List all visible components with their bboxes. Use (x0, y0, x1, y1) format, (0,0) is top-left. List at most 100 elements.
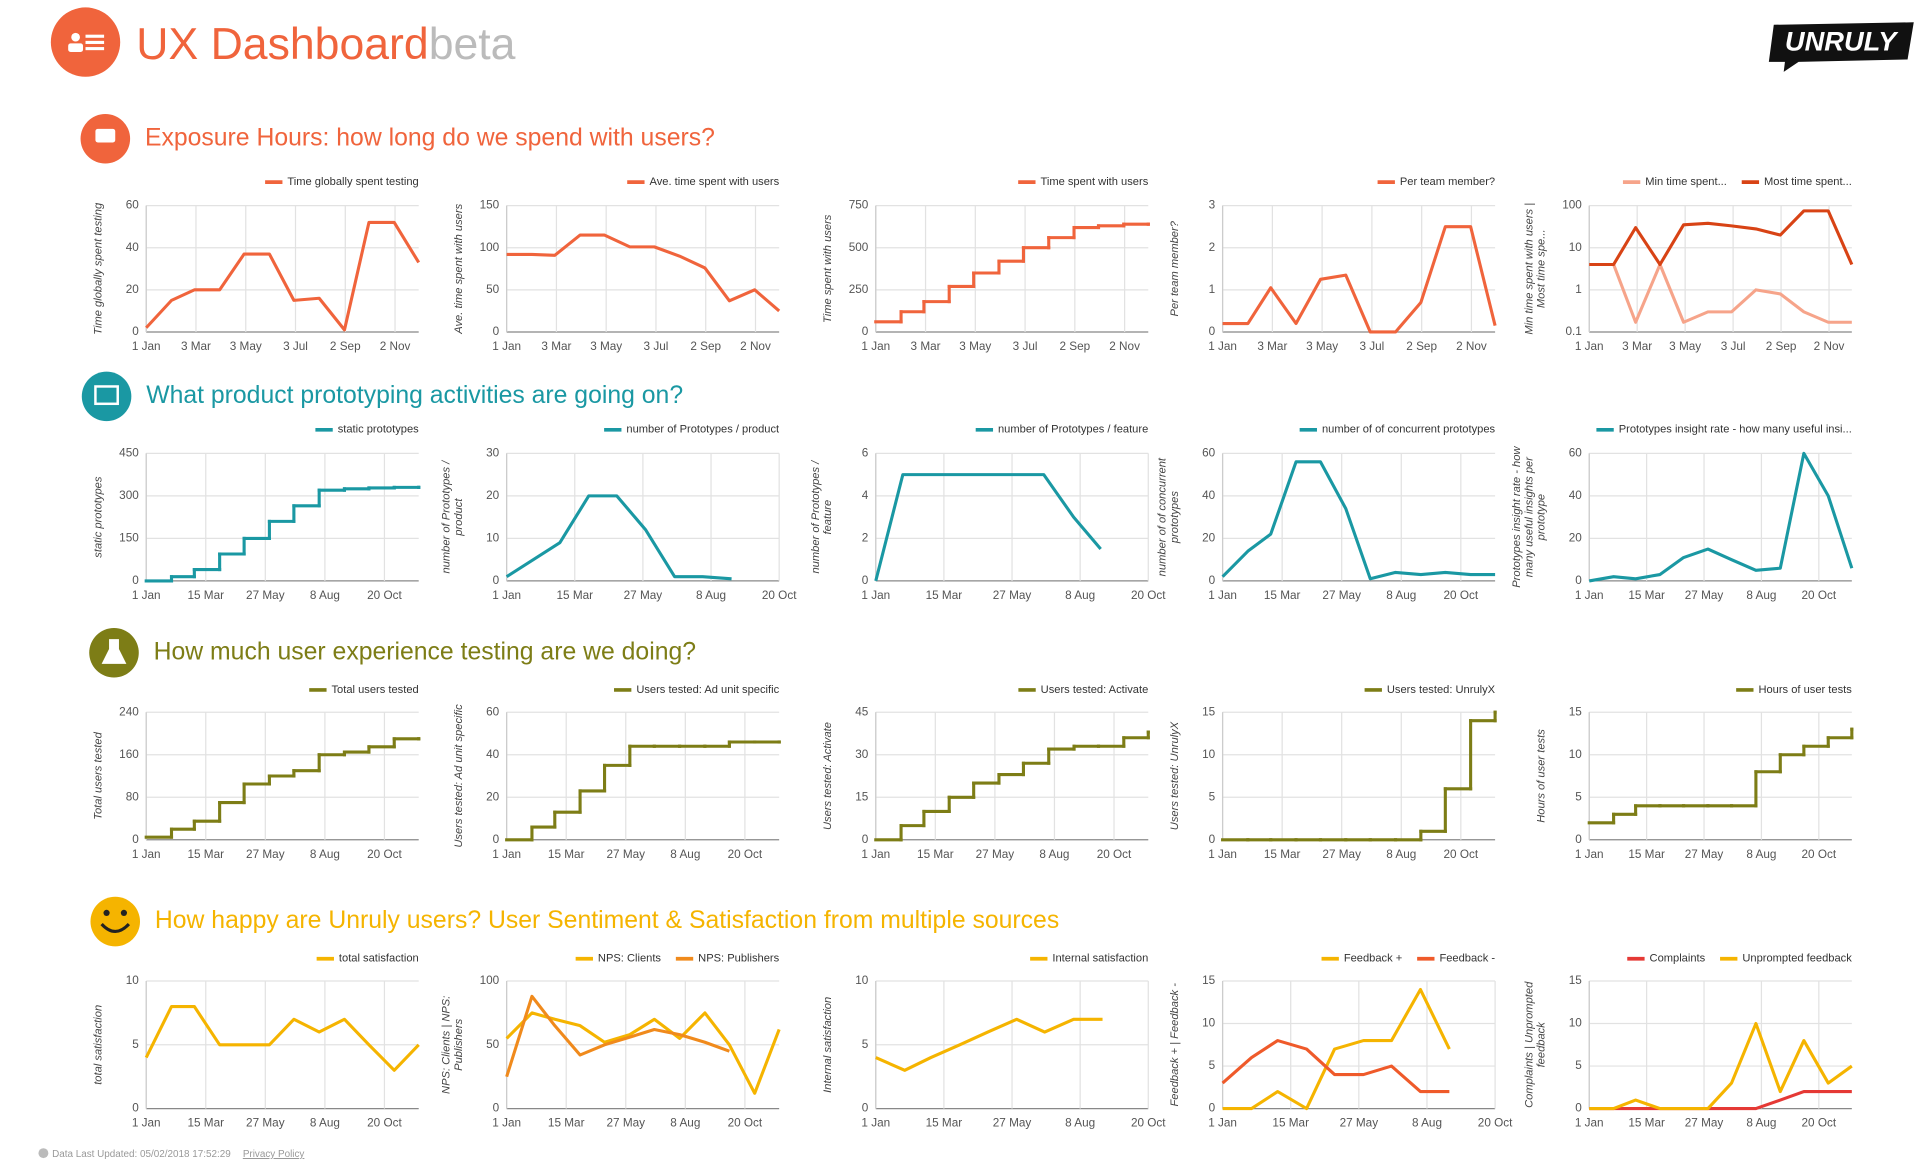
section-icon (81, 371, 132, 422)
icon-shape (95, 128, 116, 143)
y-title-group: Internal satisfaction (821, 996, 834, 1093)
legend-label: static prototypes (338, 424, 419, 436)
x-tick-label: 8 Aug (670, 1117, 700, 1130)
y-title-group: total satisfaction (92, 1005, 104, 1085)
section-title: How much user experience testing are we … (154, 638, 696, 665)
y-tick-label: 0 (862, 833, 869, 846)
x-tick-label: 15 Mar (548, 848, 585, 861)
y-tick-label: 0 (1209, 833, 1216, 846)
x-tick-label: 20 Oct (1444, 848, 1479, 861)
y-tick-label: 5 (132, 1038, 139, 1051)
legend-label: NPS: Clients (598, 953, 661, 965)
x-tick-label: 8 Aug (1386, 589, 1416, 602)
icon-shape (85, 34, 105, 38)
legend-label: Time spent with users (1040, 176, 1148, 188)
legend-label: Feedback + (1344, 953, 1402, 965)
legend-label: total satisfaction (339, 953, 419, 965)
y-title-group: Per team member? (1168, 221, 1180, 316)
privacy-link[interactable]: Privacy Policy (243, 1149, 305, 1160)
y-tick-label: 5 (1575, 790, 1582, 803)
x-tick-label: 3 Mar (911, 340, 941, 353)
x-tick-label: 15 Mar (1628, 848, 1665, 861)
x-tick-label: 3 Mar (1622, 340, 1652, 353)
y-tick-label: 0 (132, 833, 139, 846)
y-tick-label: 40 (126, 241, 140, 254)
y-tick-label: 0 (493, 833, 500, 846)
y-tick-label: 1 (1575, 283, 1582, 296)
y-tick-label: 100 (480, 241, 500, 254)
y-tick-label: 0 (1209, 574, 1216, 587)
y-title-group: number of Prototypes / feature (808, 460, 834, 574)
y-tick-label: 2 (1209, 241, 1216, 254)
y-title-box: Users tested: Ad unit specific (452, 704, 464, 847)
x-tick-label: 3 Mar (181, 340, 211, 353)
y-title-box: Complaints | Unprompted feedback (1522, 982, 1547, 1108)
y-axis-title: Internal satisfaction (821, 996, 834, 1093)
y-tick-label: 60 (486, 705, 500, 718)
y-tick-label: 100 (480, 974, 500, 987)
y-title-box: NPS: Clients | NPS: Publishers (440, 996, 465, 1094)
y-tick-label: 0 (493, 574, 500, 587)
x-tick-label: 3 May (230, 340, 262, 353)
x-tick-label: 15 Mar (926, 1117, 963, 1130)
x-tick-label: 27 May (1685, 848, 1724, 861)
y-title-box: Prototypes insight rate - how many usefu… (1510, 446, 1547, 587)
x-tick-label: 1 Jan (1208, 340, 1237, 353)
y-tick-label: 80 (126, 790, 140, 803)
y-title-box: Users tested: Activate (821, 722, 834, 831)
x-tick-label: 15 Mar (548, 1117, 585, 1130)
section-title: Exposure Hours: how long do we spend wit… (145, 124, 715, 151)
y-tick-label: 0 (493, 1102, 500, 1115)
x-tick-label: 1 Jan (861, 1117, 890, 1130)
y-tick-label: 20 (126, 283, 140, 296)
icon-shape (85, 47, 105, 51)
y-tick-label: 10 (126, 974, 140, 987)
y-tick-label: 750 (849, 199, 869, 212)
x-tick-label: 27 May (993, 1117, 1032, 1130)
x-tick-label: 15 Mar (1272, 1117, 1309, 1130)
y-tick-label: 0 (1575, 833, 1582, 846)
title-badge: beta (429, 20, 516, 69)
y-tick-label: 10 (1569, 748, 1583, 761)
x-tick-label: 1 Jan (1575, 340, 1604, 353)
y-title-group: number of of concurrent prototypes (1156, 458, 1181, 576)
y-title-group: Time spent with users (821, 215, 833, 323)
y-title-group: number of Prototypes / product (439, 460, 465, 574)
y-tick-label: 20 (1202, 532, 1216, 545)
chart: 0 5 10 15 1 Jan 15 Mar 27 May 8 Aug 20 Oct Compla… (1522, 953, 1853, 1130)
series-line (144, 1004, 420, 1072)
x-tick-label: 8 Aug (1065, 589, 1095, 602)
x-tick-label: 27 May (1685, 589, 1724, 602)
x-tick-label: 15 Mar (1628, 1117, 1665, 1130)
y-tick-label: 40 (1569, 489, 1583, 502)
y-tick-label: 0 (132, 574, 139, 587)
y-axis-title: number of Prototypes / feature (808, 460, 834, 574)
chart: 0 150 300 450 1 Jan 15 Mar 27 May 8 Aug 20 Oct st… (92, 424, 421, 602)
y-title-box: Min time spent with users | Most time sp… (1522, 203, 1547, 335)
y-tick-label: 4 (862, 489, 869, 502)
x-tick-label: 27 May (1322, 848, 1361, 861)
x-tick-label: 20 Oct (1801, 1117, 1836, 1130)
x-tick-label: 3 Mar (1257, 340, 1287, 353)
y-axis-title: number of Prototypes / product (439, 460, 465, 574)
x-tick-label: 8 Aug (1746, 589, 1776, 602)
x-tick-label: 1 Jan (861, 848, 890, 861)
x-tick-label: 27 May (1322, 589, 1361, 602)
x-tick-label: 27 May (1340, 1117, 1379, 1130)
chart: 0 5 10 1 Jan 15 Mar 27 May 8 Aug 20 Oct Internal… (821, 953, 1166, 1130)
chart: 0 10 20 30 1 Jan 15 Mar 27 May 8 Aug 20 Oct numbe… (439, 424, 797, 602)
brand-logo (1768, 22, 1914, 72)
x-tick-label: 15 Mar (1264, 589, 1301, 602)
legend-label: Users tested: UnrulyX (1387, 684, 1496, 696)
series-line (1589, 1021, 1853, 1111)
legend-label: number of of concurrent prototypes (1322, 424, 1496, 436)
x-tick-label: 20 Oct (728, 848, 763, 861)
legend-label: Time globally spent testing (287, 176, 418, 188)
series-line (874, 473, 1102, 582)
y-tick-label: 1 (1209, 283, 1216, 296)
x-tick-label: 20 Oct (367, 1117, 402, 1130)
x-tick-label: 20 Oct (728, 1117, 763, 1130)
y-axis-title: Users tested: Activate (821, 722, 834, 831)
x-tick-label: 8 Aug (310, 1117, 340, 1130)
